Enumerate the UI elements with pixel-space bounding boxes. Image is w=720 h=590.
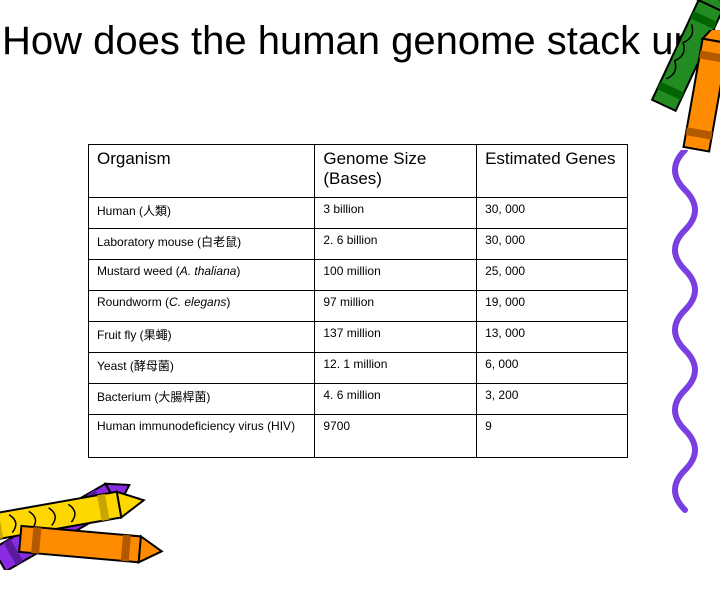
cell-genes: 25, 000 [477, 260, 628, 291]
table-row: Human (人類) 3 billion 30, 000 [89, 198, 628, 229]
cell-organism: Laboratory mouse (白老鼠) [89, 229, 315, 260]
cell-organism: Roundworm (C. elegans) [89, 291, 315, 322]
cell-genes: 19, 000 [477, 291, 628, 322]
cell-genes: 6, 000 [477, 353, 628, 384]
cell-organism: Bacterium (大腸桿菌) [89, 384, 315, 415]
genome-table: Organism Genome Size (Bases) Estimated G… [88, 144, 628, 458]
cell-genes: 30, 000 [477, 198, 628, 229]
slide-title: How does the human genome stack up? [0, 18, 720, 64]
table-row: Mustard weed (A. thaliana) 100 million 2… [89, 260, 628, 291]
cell-genome: 100 million [315, 260, 477, 291]
cell-organism: Mustard weed (A. thaliana) [89, 260, 315, 291]
cell-genome: 3 billion [315, 198, 477, 229]
col-header-organism: Organism [89, 145, 315, 198]
table-header-row: Organism Genome Size (Bases) Estimated G… [89, 145, 628, 198]
cell-genes: 9 [477, 415, 628, 458]
table-row: Yeast (酵母菌) 12. 1 million 6, 000 [89, 353, 628, 384]
slide: How does the human genome stack up? [0, 0, 720, 540]
cell-organism: Fruit fly (果蠅) [89, 322, 315, 353]
cell-genome: 2. 6 billion [315, 229, 477, 260]
col-header-genome: Genome Size (Bases) [315, 145, 477, 198]
cell-organism: Yeast (酵母菌) [89, 353, 315, 384]
col-header-genes: Estimated Genes [477, 145, 628, 198]
table: Organism Genome Size (Bases) Estimated G… [88, 144, 628, 458]
table-row: Human immunodeficiency virus (HIV) 9700 … [89, 415, 628, 458]
crayon-top-right-orange [660, 30, 720, 170]
table-row: Bacterium (大腸桿菌) 4. 6 million 3, 200 [89, 384, 628, 415]
cell-genome: 137 million [315, 322, 477, 353]
cell-genome: 12. 1 million [315, 353, 477, 384]
crayon-bottom-left-orange [10, 500, 170, 590]
table-row: Fruit fly (果蠅) 137 million 13, 000 [89, 322, 628, 353]
cell-genes: 30, 000 [477, 229, 628, 260]
cell-genome: 4. 6 million [315, 384, 477, 415]
cell-organism: Human (人類) [89, 198, 315, 229]
table-row: Laboratory mouse (白老鼠) 2. 6 billion 30, … [89, 229, 628, 260]
cell-genes: 3, 200 [477, 384, 628, 415]
cell-genome: 97 million [315, 291, 477, 322]
cell-organism: Human immunodeficiency virus (HIV) [89, 415, 315, 458]
squiggle-right [660, 150, 710, 520]
table-row: Roundworm (C. elegans) 97 million 19, 00… [89, 291, 628, 322]
cell-genome: 9700 [315, 415, 477, 458]
cell-genes: 13, 000 [477, 322, 628, 353]
